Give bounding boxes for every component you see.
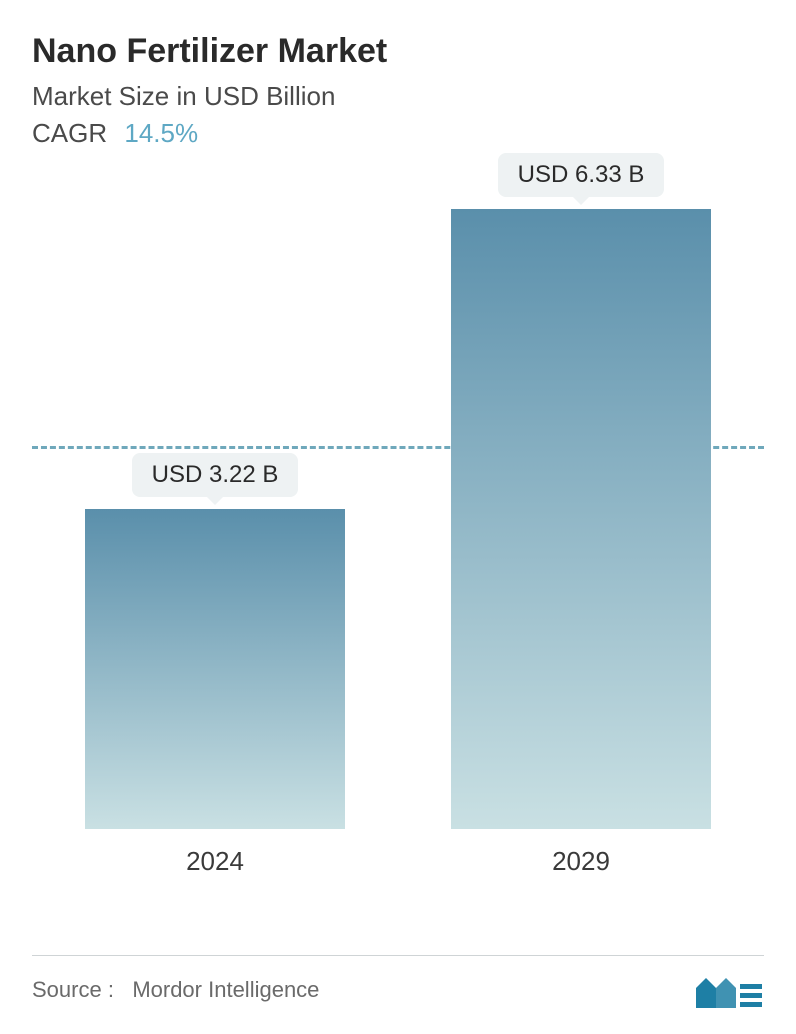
bar-col-0: USD 3.22 B 2024 [75,453,355,829]
brand-logo [694,970,764,1010]
x-label-1: 2029 [441,846,721,877]
cagr-value: 14.5% [124,118,198,148]
chart-subtitle: Market Size in USD Billion [32,81,764,112]
source-label: Source : [32,977,114,1002]
cagr-label: CAGR [32,118,107,148]
chart-title: Nano Fertilizer Market [32,32,764,71]
chart-container: Nano Fertilizer Market Market Size in US… [0,0,796,1034]
bar-col-1: USD 6.33 B 2029 [441,153,721,829]
footer: Source : Mordor Intelligence [32,955,764,1010]
cagr-line: CAGR 14.5% [32,118,764,149]
bars-wrap: USD 3.22 B 2024 USD 6.33 B 2029 [32,169,764,829]
bar-0 [85,509,345,829]
source-text: Source : Mordor Intelligence [32,977,319,1003]
logo-icon [694,970,764,1010]
chart-area: USD 3.22 B 2024 USD 6.33 B 2029 [32,169,764,889]
bar-1 [451,209,711,829]
source-value: Mordor Intelligence [132,977,319,1002]
value-pill-1: USD 6.33 B [498,153,665,197]
value-pill-0: USD 3.22 B [132,453,299,497]
x-label-0: 2024 [75,846,355,877]
